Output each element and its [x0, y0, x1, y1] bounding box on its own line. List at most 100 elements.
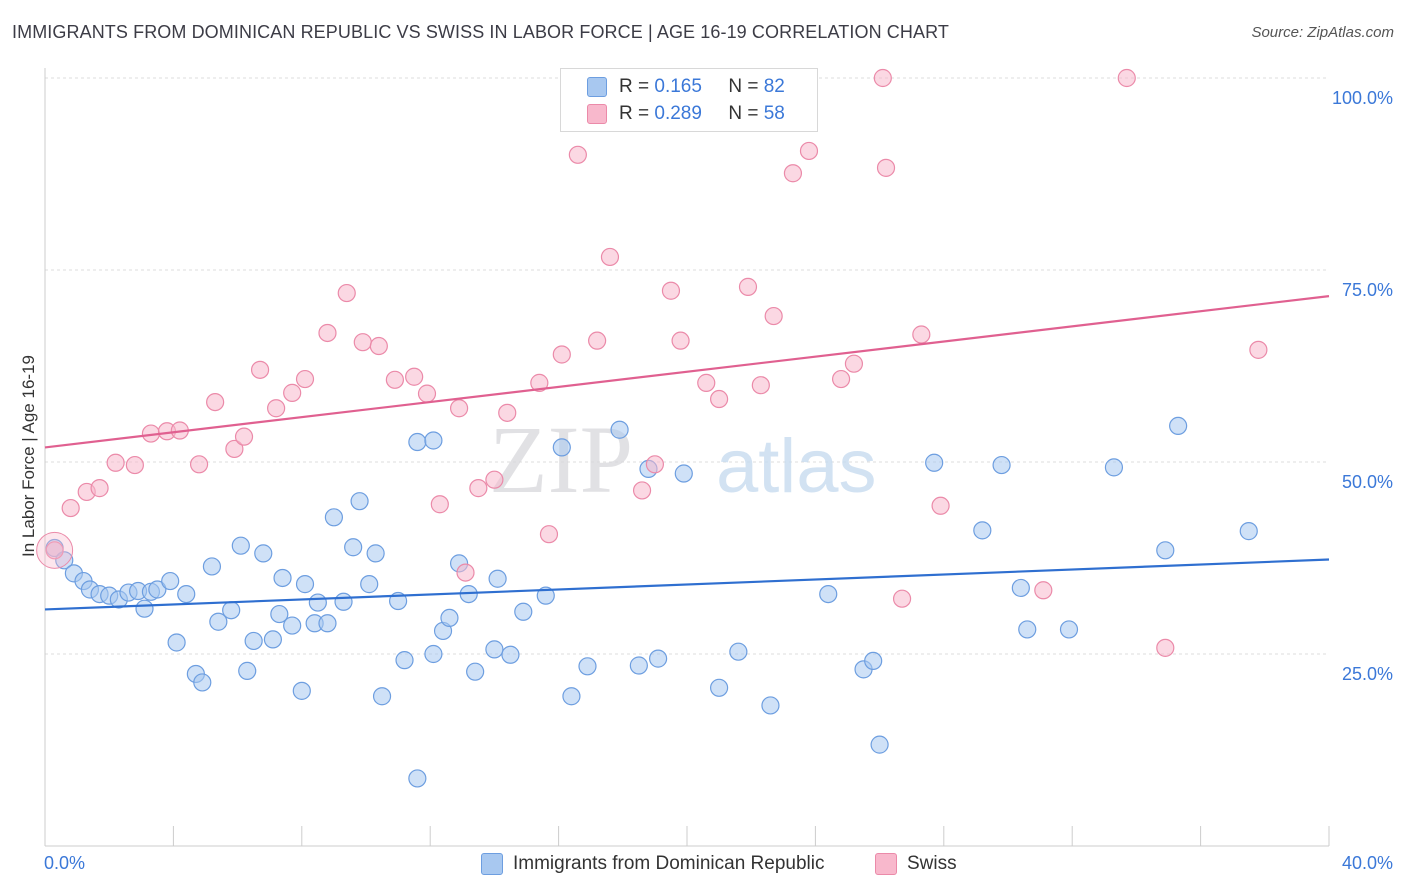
point-dominican	[177, 584, 196, 604]
point-swiss	[844, 354, 864, 373]
point-dominican	[674, 464, 693, 483]
point-swiss	[552, 345, 571, 364]
point-swiss	[783, 164, 803, 183]
point-dominican	[231, 536, 250, 555]
point-dominican	[649, 649, 668, 668]
point-dominican	[870, 735, 889, 754]
point-swiss	[267, 399, 286, 418]
point-dominican	[408, 769, 427, 788]
legend-label-swiss: Swiss	[907, 853, 957, 874]
x-tick-label: 40.0%	[1342, 853, 1393, 873]
point-swiss	[1249, 340, 1268, 359]
point-dominican	[334, 592, 353, 611]
point-swiss	[530, 373, 549, 392]
point-dominican	[167, 633, 186, 652]
point-swiss	[369, 336, 388, 356]
point-swiss	[189, 455, 209, 474]
y-tick-label: 50.0%	[1342, 472, 1393, 492]
point-dominican	[1018, 620, 1037, 639]
x-tick-label: 0.0%	[44, 853, 85, 873]
point-swiss	[283, 383, 302, 402]
point-swiss	[671, 331, 690, 350]
point-dominican	[148, 580, 167, 599]
point-swiss	[632, 481, 652, 500]
point-swiss	[539, 525, 559, 544]
legend-swatch-swiss	[875, 853, 897, 875]
point-swiss	[1156, 638, 1175, 657]
point-dominican	[372, 687, 392, 706]
point-swiss	[449, 399, 469, 418]
point-dominican	[864, 651, 883, 671]
point-swiss	[1117, 68, 1136, 88]
point-dominican	[254, 544, 273, 563]
point-dominican	[1059, 620, 1079, 639]
point-dominican	[193, 673, 212, 692]
point-dominican	[1104, 458, 1124, 477]
point-swiss	[645, 455, 665, 474]
point-dominican	[238, 661, 257, 680]
point-swiss	[751, 376, 770, 395]
point-dominican	[819, 584, 838, 604]
point-swiss	[1034, 581, 1053, 600]
point-swiss	[873, 68, 892, 88]
point-dominican	[360, 575, 379, 594]
point-dominican	[485, 640, 504, 659]
point-swiss	[225, 439, 244, 459]
y-tick-label: 25.0%	[1342, 664, 1393, 684]
stats-legend: R = 0.165 N = 82 R = 0.289 N = 58	[560, 68, 818, 132]
point-dominican	[135, 599, 154, 618]
legend-swatch-dominican	[587, 77, 607, 97]
point-dominican	[578, 657, 597, 676]
point-swiss	[206, 392, 225, 412]
point-dominican	[161, 571, 180, 591]
point-dominican	[292, 681, 311, 700]
point-dominican	[552, 438, 571, 457]
point-dominican	[973, 521, 992, 540]
point-swiss	[125, 455, 144, 475]
data-points	[36, 68, 1268, 788]
y-tick-label: 100.0%	[1332, 88, 1393, 108]
watermark: ZIP atlas	[489, 406, 877, 513]
point-swiss	[912, 325, 931, 344]
point-swiss	[600, 247, 620, 267]
point-dominican	[1239, 522, 1258, 541]
point-swiss	[417, 384, 437, 403]
point-dominican	[514, 602, 533, 621]
point-dominican	[222, 601, 241, 620]
point-swiss	[318, 323, 337, 343]
point-swiss	[876, 158, 896, 177]
r-value: 0.165	[654, 76, 702, 97]
point-swiss	[588, 331, 607, 350]
trend-line-dominican	[44, 558, 1330, 611]
trend-lines	[44, 295, 1330, 611]
point-dominican	[424, 644, 443, 664]
r-label: R =	[619, 76, 650, 97]
point-dominican	[629, 656, 648, 675]
point-dominican	[395, 651, 414, 670]
point-swiss	[456, 563, 475, 582]
point-dominican	[925, 453, 944, 472]
source-label: Source: ZipAtlas.com	[1251, 24, 1394, 41]
point-dominican	[344, 538, 363, 557]
point-swiss	[295, 369, 315, 389]
point-swiss	[764, 306, 783, 326]
point-dominican	[1156, 541, 1175, 560]
point-dominican	[324, 508, 343, 527]
tick-labels: 25.0% 50.0% 75.0% 100.0% 0.0% 40.0%	[44, 88, 1393, 873]
point-dominican	[466, 662, 485, 681]
point-swiss	[697, 373, 716, 392]
point-dominican	[440, 608, 459, 628]
point-swiss	[485, 470, 504, 489]
n-label: N =	[728, 103, 759, 124]
point-dominican	[501, 645, 520, 664]
point-dominican	[283, 616, 302, 635]
watermark-zip: ZIP	[489, 406, 633, 513]
point-swiss	[405, 367, 424, 386]
point-swiss	[90, 479, 109, 498]
point-dominican	[729, 642, 748, 661]
legend-swatch-swiss	[587, 104, 607, 124]
point-swiss	[568, 145, 587, 164]
point-swiss	[430, 495, 449, 514]
point-swiss	[45, 541, 64, 560]
